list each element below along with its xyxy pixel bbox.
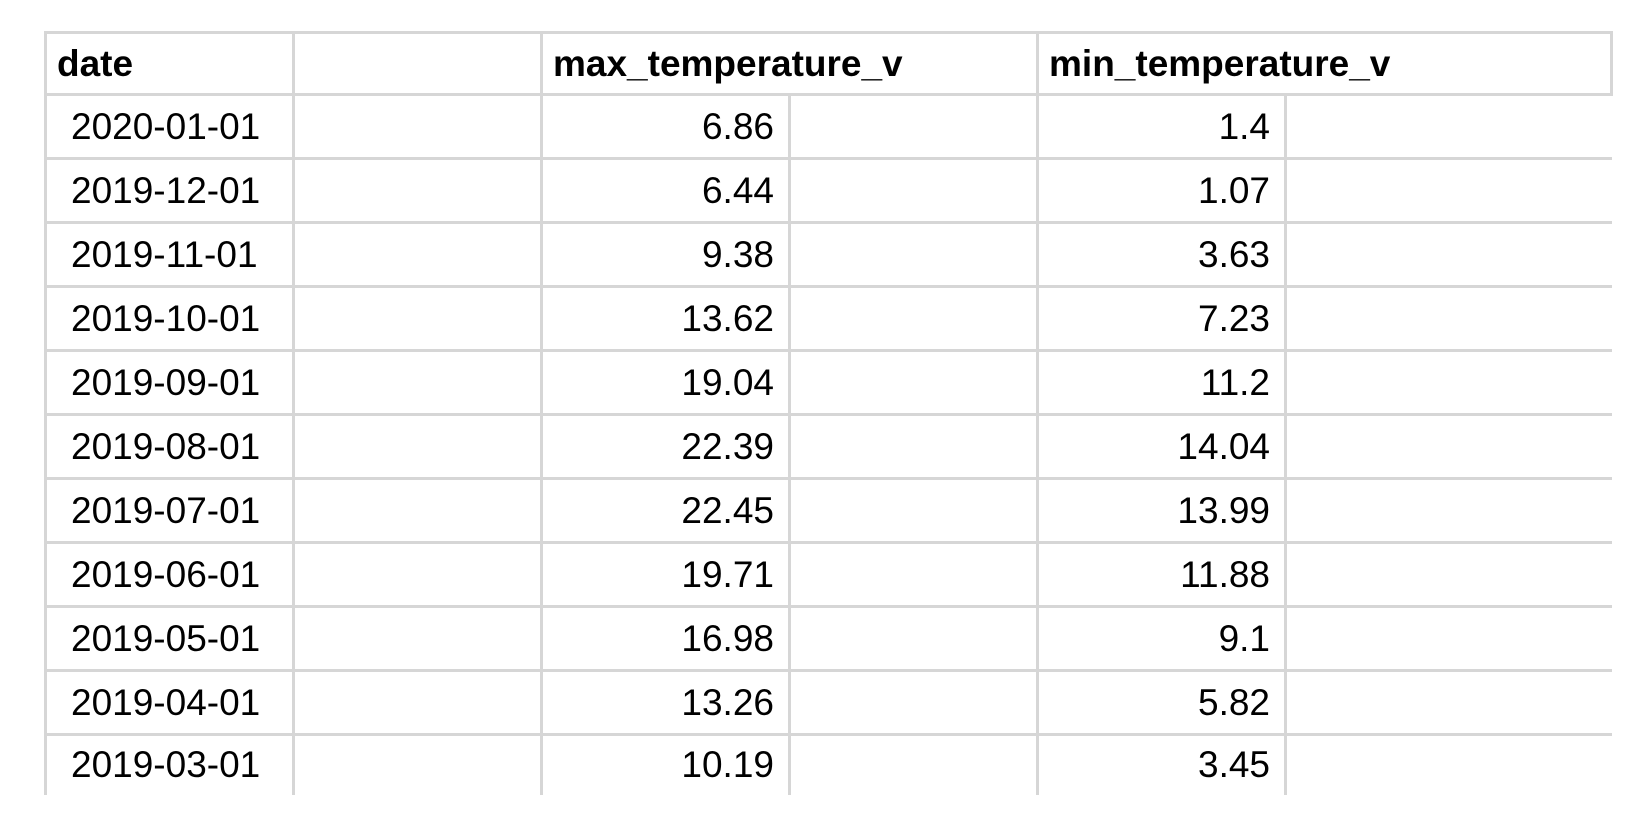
empty-cell[interactable] [787,349,1040,416]
min-temperature-cell[interactable]: 3.45 [1036,733,1288,795]
max-temperature-cell[interactable]: 16.98 [540,605,791,672]
empty-cell[interactable] [1284,413,1612,480]
empty-cell[interactable] [787,221,1040,288]
min-temperature-cell[interactable]: 1.07 [1036,157,1288,224]
empty-cell[interactable] [292,349,543,416]
empty-cell[interactable] [1284,157,1612,224]
header-row: date max_temperature_v min_temperature_v [44,31,1614,96]
min-temperature-cell[interactable]: 1.4 [1036,93,1288,160]
column-header-max-temperature[interactable]: max_temperature_v [539,31,1040,96]
table-row: 2019-06-01 19.71 11.88 [44,541,1612,608]
max-temperature-cell[interactable]: 19.04 [540,349,791,416]
min-temperature-cell[interactable]: 9.1 [1036,605,1288,672]
date-cell[interactable]: 2019-08-01 [44,413,295,480]
table-row: 2019-09-01 19.04 11.2 [44,349,1612,416]
empty-cell[interactable] [292,733,543,795]
date-cell[interactable]: 2019-07-01 [44,477,295,544]
date-cell[interactable]: 2019-05-01 [44,605,295,672]
date-cell[interactable]: 2019-04-01 [44,669,295,736]
empty-cell[interactable] [787,93,1040,160]
empty-cell[interactable] [292,93,543,160]
min-temperature-cell[interactable]: 13.99 [1036,477,1288,544]
date-cell[interactable]: 2019-11-01 [44,221,295,288]
date-cell[interactable]: 2019-06-01 [44,541,295,608]
min-temperature-cell[interactable]: 3.63 [1036,221,1288,288]
table-row: 2019-05-01 16.98 9.1 [44,605,1612,672]
table-row: 2019-10-01 13.62 7.23 [44,285,1612,352]
date-cell[interactable]: 2019-10-01 [44,285,295,352]
empty-cell[interactable] [292,413,543,480]
empty-cell[interactable] [1284,221,1612,288]
min-temperature-cell[interactable]: 7.23 [1036,285,1288,352]
empty-cell[interactable] [787,477,1040,544]
date-cell[interactable]: 2019-09-01 [44,349,295,416]
max-temperature-cell[interactable]: 13.62 [540,285,791,352]
empty-cell[interactable] [292,669,543,736]
date-cell[interactable]: 2019-12-01 [44,157,295,224]
max-temperature-cell[interactable]: 10.19 [540,733,791,795]
empty-cell[interactable] [787,733,1040,795]
data-table: date max_temperature_v min_temperature_v… [44,31,1614,795]
empty-cell[interactable] [292,285,543,352]
empty-cell[interactable] [1284,605,1612,672]
empty-cell[interactable] [787,285,1040,352]
column-header-date[interactable]: date [44,31,295,96]
empty-cell[interactable] [1284,733,1612,795]
min-temperature-cell[interactable]: 11.88 [1036,541,1288,608]
table-row: 2019-08-01 22.39 14.04 [44,413,1612,480]
empty-cell[interactable] [1284,285,1612,352]
table-row: 2019-07-01 22.45 13.99 [44,477,1612,544]
empty-cell[interactable] [1284,477,1612,544]
empty-cell[interactable] [1284,541,1612,608]
max-temperature-cell[interactable]: 19.71 [540,541,791,608]
column-header-min-temperature[interactable]: min_temperature_v [1036,31,1614,96]
date-cell[interactable]: 2019-03-01 [44,733,295,795]
min-temperature-cell[interactable]: 14.04 [1036,413,1288,480]
table-row: 2019-11-01 9.38 3.63 [44,221,1612,288]
empty-cell[interactable] [292,221,543,288]
empty-cell[interactable] [1284,669,1612,736]
table-row: 2019-03-01 10.19 3.45 [44,733,1612,795]
max-temperature-cell[interactable]: 6.86 [540,93,791,160]
empty-cell[interactable] [1284,93,1612,160]
empty-cell[interactable] [787,157,1040,224]
min-temperature-cell[interactable]: 5.82 [1036,669,1288,736]
empty-cell[interactable] [292,541,543,608]
max-temperature-cell[interactable]: 22.45 [540,477,791,544]
empty-cell[interactable] [787,413,1040,480]
table-row: 2019-04-01 13.26 5.82 [44,669,1612,736]
max-temperature-cell[interactable]: 6.44 [540,157,791,224]
date-cell[interactable]: 2020-01-01 [44,93,295,160]
column-header-blank[interactable] [292,31,543,96]
empty-cell[interactable] [292,157,543,224]
empty-cell[interactable] [292,605,543,672]
empty-cell[interactable] [292,477,543,544]
empty-cell[interactable] [1284,349,1612,416]
empty-cell[interactable] [787,541,1040,608]
empty-cell[interactable] [787,605,1040,672]
min-temperature-cell[interactable]: 11.2 [1036,349,1288,416]
max-temperature-cell[interactable]: 13.26 [540,669,791,736]
max-temperature-cell[interactable]: 9.38 [540,221,791,288]
table-row: 2020-01-01 6.86 1.4 [44,93,1612,160]
empty-cell[interactable] [787,669,1040,736]
max-temperature-cell[interactable]: 22.39 [540,413,791,480]
table-row: 2019-12-01 6.44 1.07 [44,157,1612,224]
